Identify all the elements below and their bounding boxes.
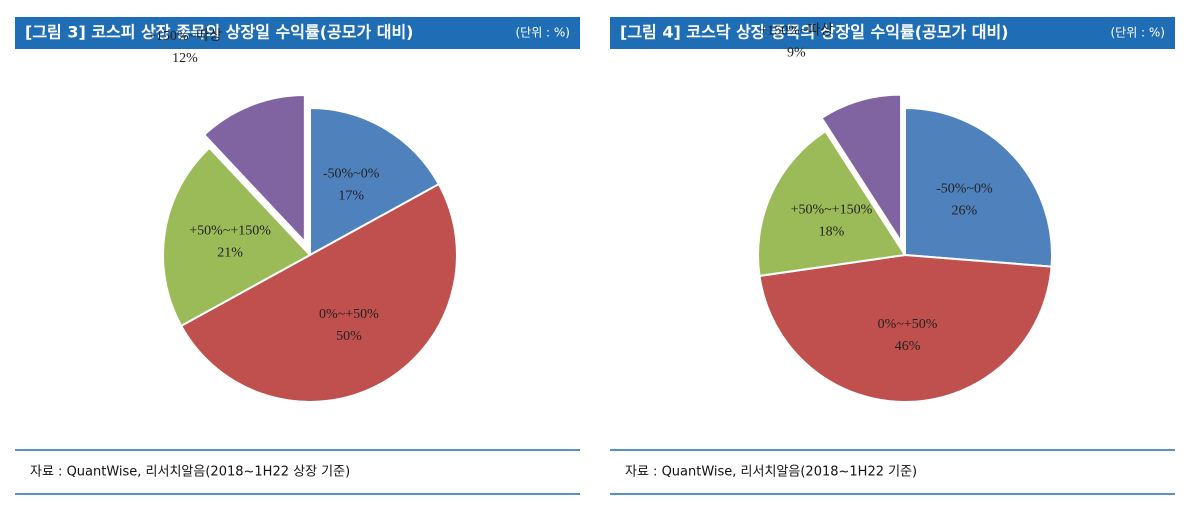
slice-category: +150%~따상 — [759, 23, 833, 39]
pie-slice — [758, 253, 1053, 404]
pie-slice — [162, 146, 312, 328]
slice-value: 12% — [172, 51, 198, 66]
pie-slice — [309, 106, 441, 257]
slice-category: +50%~+150% — [189, 224, 271, 239]
unit-label: (단위 : %) — [515, 26, 570, 40]
header-bar — [610, 17, 1175, 49]
header-bar — [15, 17, 580, 49]
pie-slice — [904, 106, 1053, 268]
chart: [그림 4] 코스닥 상장 종목의 상장일 수익률(공모가 대비) (단위 : %… — [610, 17, 1175, 495]
pie-slice — [202, 93, 306, 245]
source-note: 자료 : QuantWise, 리서치알음(2018~1H22 기준) — [625, 465, 917, 480]
source-note: 자료 : QuantWise, 리서치알음(2018~1H22 상장 기준) — [30, 465, 350, 480]
slice-value: 50% — [336, 329, 362, 344]
slice-category: 0%~+50% — [878, 317, 938, 332]
chart: [그림 3] 코스피 상장 종목의 상장일 수익률(공모가 대비) (단위 : %… — [15, 17, 580, 495]
slice-category: 0%~+50% — [319, 307, 379, 322]
unit-label: (단위 : %) — [1110, 26, 1165, 40]
pie-slice — [820, 93, 903, 245]
pie-slice — [757, 129, 907, 278]
slice-value: 17% — [338, 189, 364, 204]
chart-title: [그림 4] 코스닥 상장 종목의 상장일 수익률(공모가 대비) — [620, 23, 1009, 42]
slice-value: 18% — [819, 225, 845, 240]
pie-slice — [179, 182, 458, 403]
slice-value: 46% — [895, 339, 921, 354]
slice-category: +50%~+150% — [791, 203, 873, 218]
slice-value: 21% — [217, 246, 243, 261]
slice-value: 9% — [787, 46, 806, 61]
slice-category: +150%~따상 — [148, 28, 222, 44]
slice-value: 26% — [952, 203, 978, 218]
chart-title: [그림 3] 코스피 상장 종목의 상장일 수익률(공모가 대비) — [25, 23, 414, 42]
slice-category: -50%~0% — [323, 167, 380, 182]
slice-category: -50%~0% — [936, 181, 993, 196]
